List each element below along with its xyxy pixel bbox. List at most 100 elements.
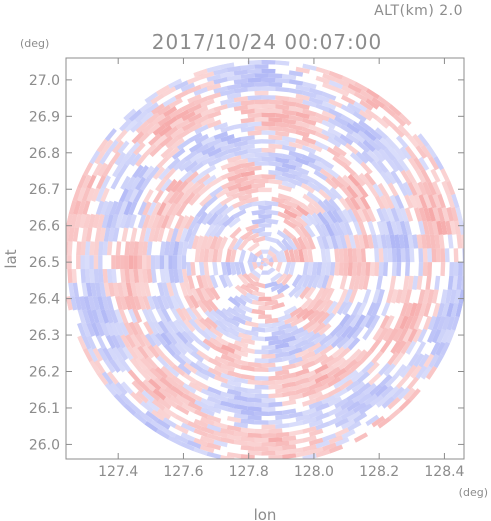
reflectivity-cell — [159, 255, 165, 270]
reflectivity-cell — [314, 287, 326, 301]
reflectivity-cell — [156, 308, 167, 323]
reflectivity-cell — [308, 437, 324, 446]
reflectivity-cell — [324, 287, 335, 302]
chart-title: 2017/10/24 00:07:00 — [152, 30, 382, 54]
reflectivity-cell — [233, 69, 248, 76]
reflectivity-cell — [402, 181, 413, 197]
reflectivity-cell — [238, 262, 246, 276]
y-tick-label: 26.9 — [29, 109, 60, 125]
reflectivity-cell — [232, 305, 247, 316]
reflectivity-cell — [172, 319, 185, 334]
reflectivity-cell — [302, 63, 317, 71]
reflectivity-cell — [282, 453, 297, 459]
reflectivity-cell — [344, 196, 356, 211]
reflectivity-cell — [167, 78, 183, 89]
reflectivity-cell — [256, 262, 262, 268]
reflectivity-cell — [391, 248, 397, 263]
reflectivity-cell — [95, 309, 105, 324]
reflectivity-cell — [302, 236, 312, 250]
reflectivity-cell — [288, 262, 296, 276]
reflectivity-cell — [200, 426, 215, 435]
reflectivity-cell — [261, 174, 276, 180]
reflectivity-cell — [237, 184, 252, 192]
reflectivity-cell — [127, 141, 141, 155]
reflectivity-cell — [437, 316, 446, 331]
reflectivity-cell — [338, 358, 352, 371]
reflectivity-cell — [288, 168, 303, 178]
reflectivity-cell — [392, 352, 405, 366]
reflectivity-cell — [327, 136, 342, 148]
reflectivity-cell — [182, 372, 197, 384]
reflectivity-cell — [349, 313, 361, 328]
reflectivity-cell — [420, 168, 431, 183]
reflectivity-cell — [362, 326, 374, 341]
reflectivity-cell — [394, 146, 407, 161]
reflectivity-cell — [181, 241, 189, 256]
reflectivity-cell — [451, 193, 460, 209]
reflectivity-cell — [97, 213, 105, 229]
reflectivity-cell — [399, 315, 409, 330]
reflectivity-cell — [412, 133, 425, 148]
reflectivity-cell — [117, 163, 129, 178]
reflectivity-cell — [206, 414, 222, 424]
reflectivity-cell — [66, 213, 73, 229]
reflectivity-cell — [441, 316, 451, 331]
reflectivity-cell — [165, 178, 178, 193]
reflectivity-cell — [315, 112, 330, 122]
reflectivity-cell — [221, 179, 236, 190]
reflectivity-cell — [88, 296, 96, 311]
reflectivity-cell — [295, 386, 310, 395]
reflectivity-cell — [102, 347, 113, 362]
reflectivity-cell — [170, 295, 180, 310]
reflectivity-cell — [321, 274, 330, 289]
reflectivity-cell — [320, 375, 336, 386]
reflectivity-cell — [251, 200, 265, 207]
reflectivity-cell — [207, 119, 222, 129]
reflectivity-cell — [344, 234, 352, 249]
reflectivity-cell — [447, 234, 454, 249]
reflectivity-cell — [346, 185, 359, 199]
reflectivity-cell — [261, 353, 276, 359]
reflectivity-cell — [251, 183, 265, 189]
reflectivity-cell — [177, 241, 184, 256]
reflectivity-cell — [148, 378, 162, 391]
reflectivity-cell — [400, 248, 406, 263]
reflectivity-cell — [386, 220, 394, 236]
reflectivity-cell — [340, 104, 355, 115]
reflectivity-cell — [162, 96, 177, 107]
reflectivity-cell — [422, 289, 430, 304]
reflectivity-cell — [378, 262, 384, 277]
reflectivity-cell — [418, 248, 424, 263]
reflectivity-cell — [162, 190, 175, 204]
reflectivity-cell — [258, 296, 272, 302]
reflectivity-cell — [336, 301, 348, 316]
reflectivity-cell — [353, 101, 368, 112]
y-tick-label: 26.2 — [29, 365, 60, 381]
reflectivity-cell — [281, 372, 297, 380]
reflectivity-cell — [180, 441, 195, 452]
reflectivity-cell — [268, 178, 283, 185]
reflectivity-cell — [277, 202, 292, 211]
reflectivity-cell — [152, 189, 164, 204]
reflectivity-cell — [159, 376, 173, 389]
reflectivity-cell — [251, 262, 258, 270]
reflectivity-cell — [157, 104, 171, 116]
reflectivity-cell — [446, 329, 456, 344]
reflectivity-cell — [240, 365, 255, 372]
reflectivity-cell — [290, 197, 305, 208]
reflectivity-cell — [238, 193, 253, 202]
reflectivity-cell — [351, 248, 358, 263]
reflectivity-cell — [120, 334, 131, 349]
reflectivity-cell — [111, 268, 117, 284]
reflectivity-cell — [302, 426, 317, 434]
reflectivity-cell — [186, 330, 200, 343]
reflectivity-cell — [156, 201, 167, 217]
reflectivity-cell — [268, 428, 283, 434]
reflectivity-cell — [196, 339, 211, 352]
reflectivity-cell — [109, 359, 121, 373]
reflectivity-cell — [238, 313, 253, 323]
reflectivity-cell — [135, 176, 146, 191]
reflectivity-cell — [143, 227, 152, 242]
reflectivity-cell — [358, 234, 366, 249]
reflectivity-cell — [184, 282, 193, 297]
